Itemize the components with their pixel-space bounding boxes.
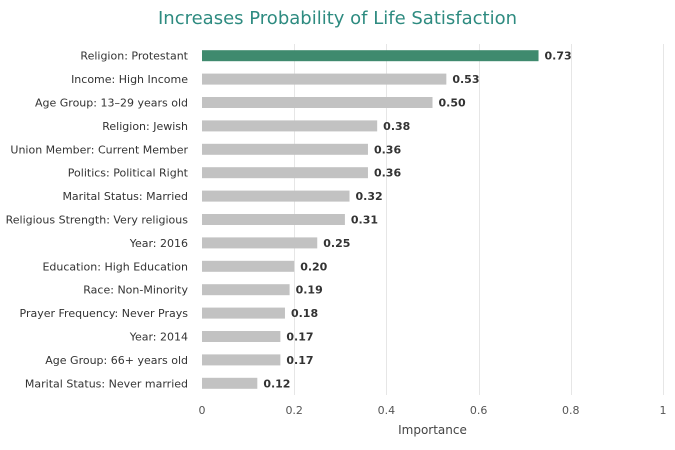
x-tick-label: 0.6 xyxy=(470,404,488,417)
category-label: Marital Status: Never married xyxy=(25,377,188,390)
bar[interactable] xyxy=(202,284,290,296)
value-label: 0.38 xyxy=(383,120,410,133)
category-label: Age Group: 66+ years old xyxy=(45,354,188,367)
value-label: 0.32 xyxy=(356,190,383,203)
category-label: Race: Non-Minority xyxy=(83,284,188,297)
bar[interactable] xyxy=(202,50,539,62)
value-label: 0.17 xyxy=(286,331,313,344)
x-axis-ticks: 0 0.2 0.4 0.6 0.8 1 xyxy=(199,404,667,417)
x-tick-label: 1 xyxy=(660,404,667,417)
value-label: 0.36 xyxy=(374,143,401,156)
category-label: Prayer Frequency: Never Prays xyxy=(20,307,189,320)
value-label: 0.31 xyxy=(351,214,378,227)
bar[interactable] xyxy=(202,260,295,272)
bar[interactable] xyxy=(202,143,368,155)
bar[interactable] xyxy=(202,331,281,342)
bar[interactable] xyxy=(202,167,368,179)
value-label: 0.20 xyxy=(300,260,327,273)
x-axis-title: Importance xyxy=(398,423,467,437)
bar[interactable] xyxy=(202,120,378,132)
bar[interactable] xyxy=(202,307,285,319)
bar[interactable] xyxy=(202,354,281,366)
category-label: Income: High Income xyxy=(71,73,188,86)
bar[interactable] xyxy=(202,97,433,108)
x-tick-label: 0 xyxy=(199,404,206,417)
category-label: Age Group: 13–29 years old xyxy=(35,97,188,110)
value-label: 0.36 xyxy=(374,167,401,180)
category-label: Education: High Education xyxy=(42,260,188,273)
x-tick-label: 0.4 xyxy=(378,404,396,417)
value-labels: 0.73 0.53 0.50 0.38 0.36 0.36 0.32 0.310.25 0.20… xyxy=(263,50,571,391)
bars xyxy=(202,50,539,389)
category-label: Religious Strength: Very religious xyxy=(6,214,189,227)
bar[interactable] xyxy=(202,237,318,249)
value-label: 0.18 xyxy=(291,307,318,320)
value-label: 0.50 xyxy=(439,97,466,110)
bar[interactable] xyxy=(202,73,447,85)
value-label: 0.73 xyxy=(545,50,572,63)
category-label: Religion: Protestant xyxy=(80,50,188,63)
category-labels: Religion: Protestant Income: High Income A… xyxy=(6,50,189,391)
value-label: 0.19 xyxy=(296,284,323,297)
value-label: 0.25 xyxy=(323,237,350,250)
chart-title: Increases Probability of Life Satisfacti… xyxy=(157,8,517,29)
category-label: Religion: Jewish xyxy=(102,120,188,133)
category-label: Marital Status: Married xyxy=(62,190,188,203)
x-tick-label: 0.2 xyxy=(285,404,303,417)
value-label: 0.17 xyxy=(286,354,313,367)
category-label: Politics: Political Right xyxy=(68,167,189,180)
grid-lines xyxy=(294,44,664,395)
category-label: Union Member: Current Member xyxy=(10,143,188,156)
value-label: 0.53 xyxy=(452,73,479,86)
bar[interactable] xyxy=(202,190,350,202)
bar[interactable] xyxy=(202,377,258,389)
category-label: Year: 2016 xyxy=(129,237,188,250)
category-label: Year: 2014 xyxy=(129,331,188,344)
x-tick-label: 0.8 xyxy=(562,404,580,417)
bar[interactable] xyxy=(202,214,345,225)
value-label: 0.12 xyxy=(263,377,290,390)
